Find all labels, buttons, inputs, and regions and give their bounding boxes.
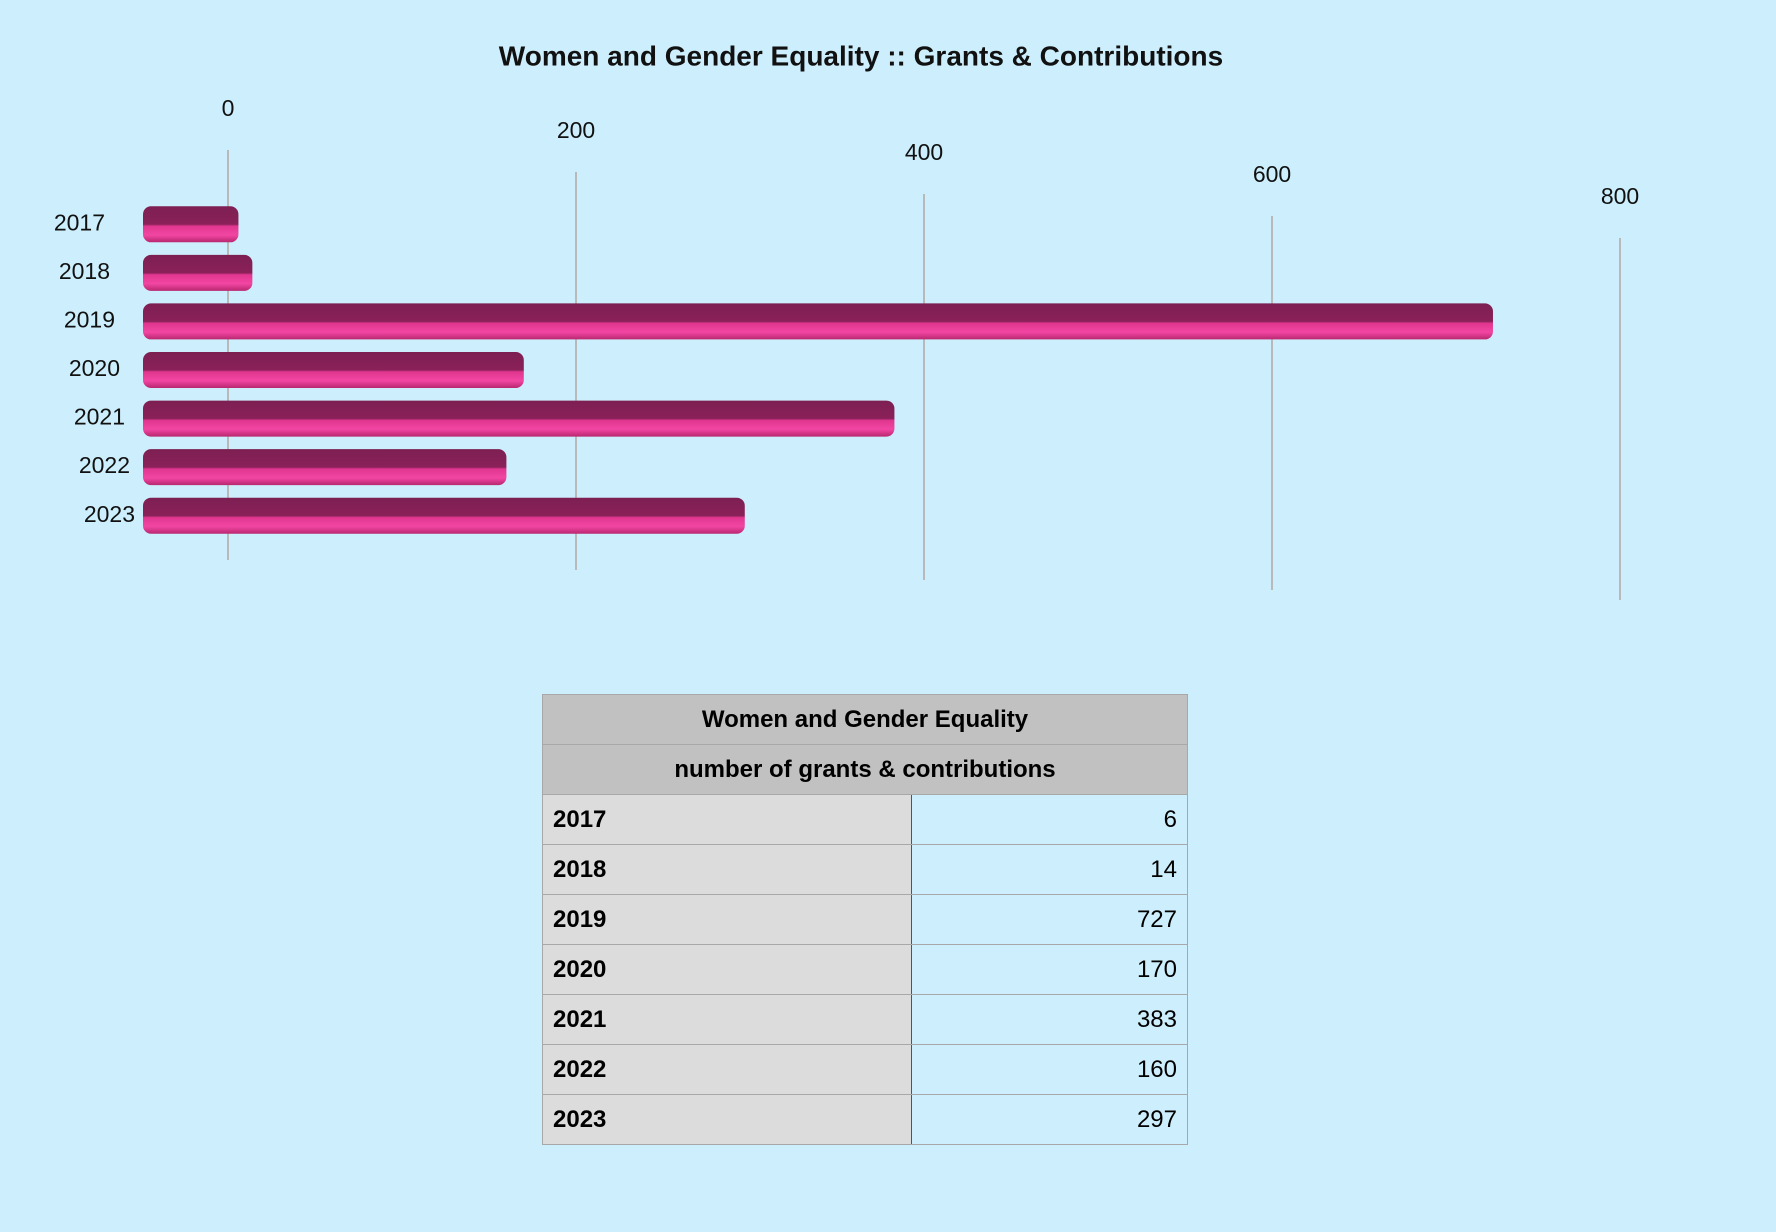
row-label: 2023 [542,1094,912,1145]
chart-title: Women and Gender Equality :: Grants & Co… [499,40,1223,71]
row-label: 2022 [542,1044,912,1095]
row-value: 6 [911,794,1188,845]
table-title: Women and Gender Equality [542,694,1188,745]
x-tick-label: 800 [1601,183,1639,209]
row-label: 2019 [542,894,912,945]
bar [143,352,524,388]
table-row: 2020 170 [542,944,1188,995]
x-tick-label: 400 [905,139,943,165]
row-value: 14 [911,844,1188,895]
row-label: 2020 [542,944,912,995]
table-subtitle: number of grants & contributions [542,744,1188,795]
table-row: 2017 6 [542,794,1188,845]
y-tick-label: 2022 [79,452,130,478]
table-row: 2018 14 [542,844,1188,895]
row-label: 2021 [542,994,912,1045]
bar [143,449,507,486]
x-tick-label: 0 [222,95,235,121]
bar [143,254,253,291]
chart: Women and Gender Equality :: Grants & Co… [54,40,1639,600]
row-value: 160 [911,1044,1188,1095]
row-value: 297 [911,1094,1188,1145]
row-value: 727 [911,894,1188,945]
y-tick-label: 2020 [69,355,120,381]
table-body: 2017 6 2018 14 2019 727 2020 170 2021 383 2022 160 2… [542,794,1188,1145]
y-tick-label: 2021 [74,404,125,430]
row-value: 170 [911,944,1188,995]
x-tick-label: 600 [1253,161,1291,187]
data-table: Women and Gender Equality number of gran… [542,694,1188,1145]
table-row: 2019 727 [542,894,1188,945]
y-tick-label: 2018 [59,258,110,284]
row-label: 2018 [542,844,912,895]
y-tick-label: 2023 [84,501,135,527]
table-row: 2021 383 [542,994,1188,1045]
bar [143,497,745,534]
row-label: 2017 [542,794,912,845]
bar [143,303,1493,340]
table-row: 2022 160 [542,1044,1188,1095]
x-tick-label: 200 [557,117,595,143]
table-row: 2023 297 [542,1094,1188,1145]
row-value: 383 [911,994,1188,1045]
y-tick-label: 2017 [54,209,105,235]
bar [143,400,895,437]
bar [143,206,239,243]
y-tick-label: 2019 [64,307,115,333]
